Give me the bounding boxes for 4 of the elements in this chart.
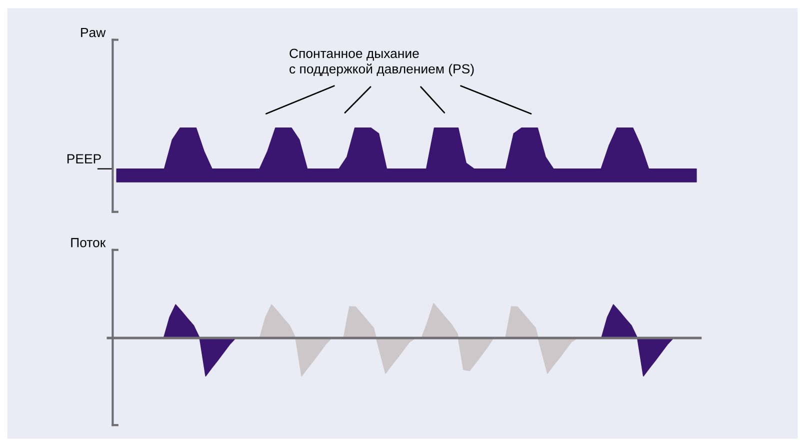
- text: Спонтанное дыхание с поддержкой давлением (PS): [290, 48, 474, 76]
- y-axis-title: Paw: [81, 28, 106, 38]
- text: PEEP: [67, 154, 101, 164]
- y-axis-title: Поток: [71, 238, 106, 248]
